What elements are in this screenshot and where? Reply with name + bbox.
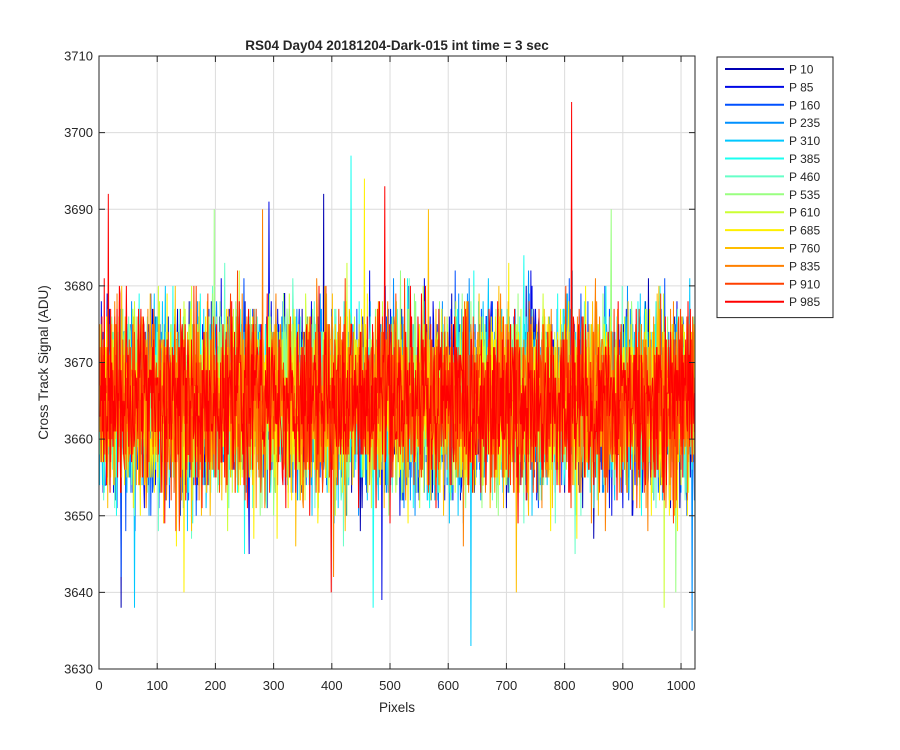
legend-label: P 310: [789, 134, 820, 148]
series-lines: [99, 101, 696, 647]
legend-box: [716, 56, 834, 319]
legend-label: P 835: [789, 259, 820, 273]
x-tick-label: 500: [379, 678, 401, 693]
y-tick-label: 3650: [64, 508, 93, 523]
legend-label: P 985: [789, 295, 820, 309]
legend-label: P 535: [789, 188, 820, 202]
x-tick-label: 600: [437, 678, 459, 693]
legend-label: P 85: [789, 80, 814, 94]
legend-label: P 760: [789, 242, 820, 256]
x-tick-label: 100: [146, 678, 168, 693]
plot-area: 0 100 200 300 400 500 600 700 800 900 1000 3630 3640…: [64, 49, 696, 694]
y-tick-label: 3700: [64, 125, 93, 140]
y-tick-label: 3630: [64, 662, 93, 677]
x-tick-label: 200: [205, 678, 227, 693]
x-tick-label: 800: [554, 678, 576, 693]
y-tick-label: 3640: [64, 585, 93, 600]
x-tick-label: 700: [496, 678, 518, 693]
x-tick-label: 1000: [667, 678, 696, 693]
chart-title: RS04 Day04 20181204-Dark-015 int time = …: [245, 38, 549, 53]
y-axis-label: Cross Track Signal (ADU): [36, 285, 51, 440]
legend-label: P 235: [789, 116, 820, 130]
legend-label: P 160: [789, 98, 820, 112]
y-tick-label: 3660: [64, 432, 93, 447]
x-tick-label: 300: [263, 678, 285, 693]
legend-label: P 685: [789, 224, 820, 238]
x-tick-label: 400: [321, 678, 343, 693]
series-line-p-985: [99, 101, 696, 593]
axis-ticks: 0 100 200 300 400 500 600 700 800 900 1000 3630 3640…: [64, 49, 695, 694]
legend-label: P 10: [789, 63, 814, 77]
y-tick-label: 3670: [64, 355, 93, 370]
y-tick-label: 3710: [64, 49, 93, 64]
y-tick-label: 3690: [64, 202, 93, 217]
x-axis-label: Pixels: [379, 700, 415, 715]
y-tick-label: 3680: [64, 278, 93, 293]
legend-label: P 910: [789, 277, 820, 291]
legend-label: P 385: [789, 152, 820, 166]
legend-label: P 610: [789, 206, 820, 220]
x-tick-label: 900: [612, 678, 634, 693]
legend-label: P 460: [789, 170, 820, 184]
x-tick-label: 0: [95, 678, 102, 693]
legend: P 10 P 85 P 160 P 235 P 310 P 385 P 460 P 535 P …: [716, 56, 834, 319]
